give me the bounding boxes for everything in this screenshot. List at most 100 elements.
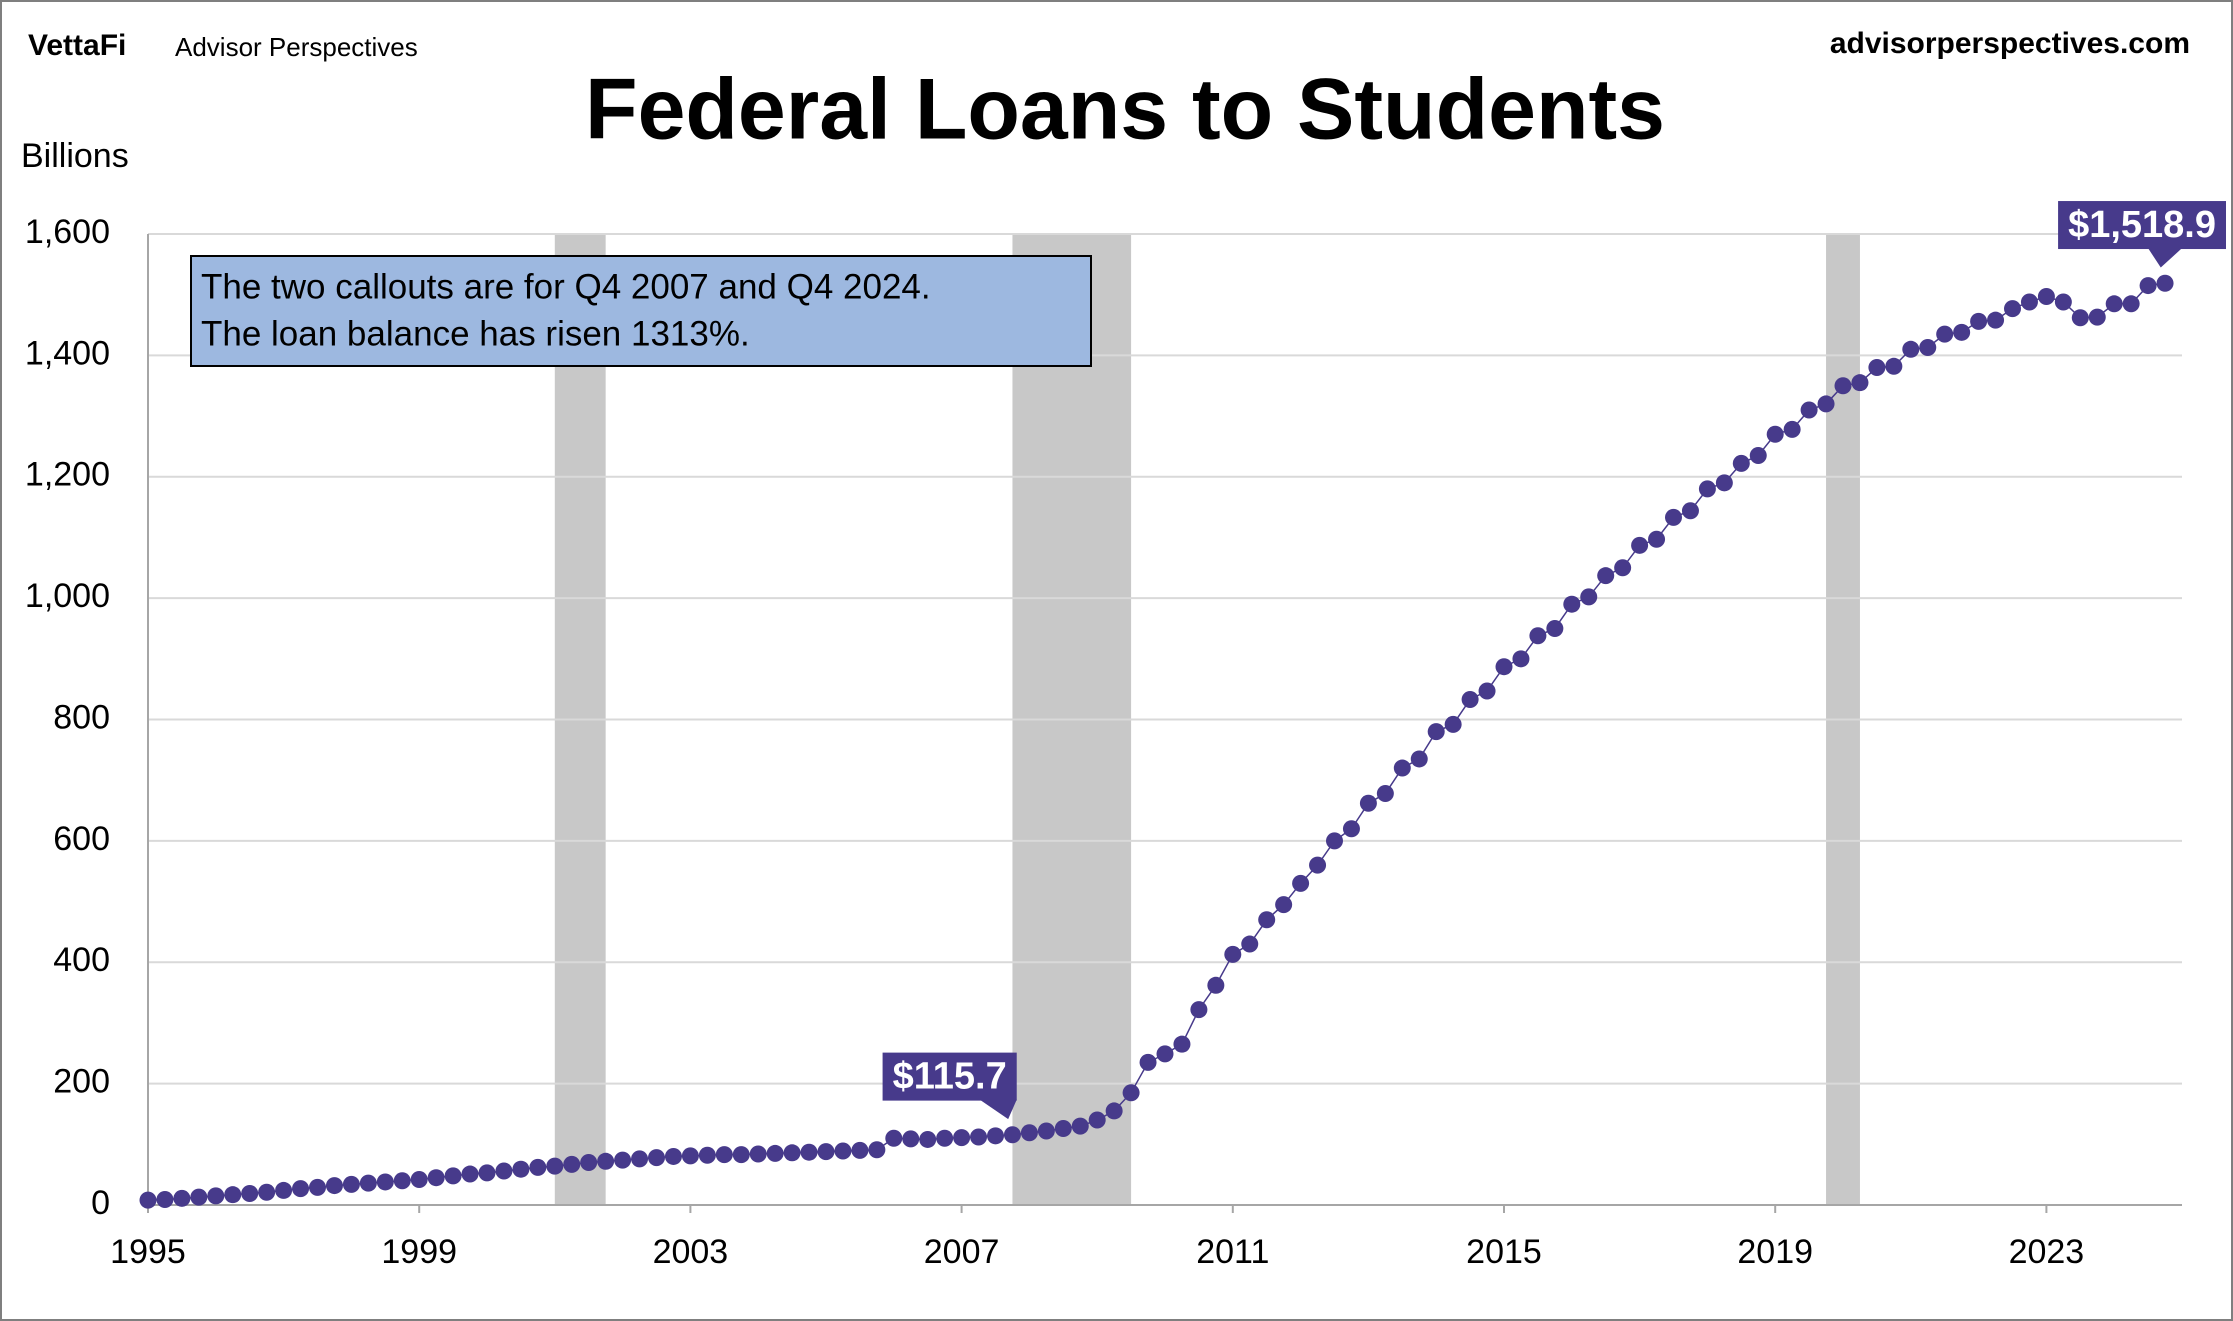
y-tick-label: 1,600 (25, 213, 110, 251)
data-point (1970, 312, 1988, 330)
annotation-box (190, 255, 1092, 367)
data-point (851, 1141, 869, 1159)
x-tick-label: 2015 (1466, 1233, 1542, 1271)
data-point (376, 1173, 394, 1191)
data-point (1868, 359, 1886, 377)
data-point (2156, 274, 2174, 292)
data-point (1376, 785, 1394, 803)
data-point (563, 1155, 581, 1173)
data-point (1563, 595, 1581, 613)
data-point (2071, 309, 2089, 327)
data-point (2004, 300, 2021, 318)
data-point (461, 1165, 479, 1183)
data-point (1546, 619, 1564, 637)
data-point (1173, 1035, 1191, 1053)
data-point (664, 1147, 682, 1165)
data-point (970, 1128, 988, 1146)
data-point (546, 1157, 564, 1175)
x-tick-label: 2011 (1196, 1233, 1269, 1271)
data-point (1902, 340, 1920, 358)
data-point (1953, 323, 1971, 341)
x-tick-label: 2019 (1737, 1233, 1813, 1271)
data-point (1054, 1120, 1072, 1138)
data-point (1800, 401, 1818, 419)
data-point (444, 1167, 462, 1185)
data-point (1444, 715, 1462, 733)
x-tick-label: 2007 (924, 1233, 1000, 1271)
data-point (1885, 357, 1903, 375)
data-point (1309, 856, 1327, 874)
data-point (241, 1184, 259, 1202)
data-point (987, 1127, 1004, 1145)
data-point (156, 1191, 174, 1209)
data-point (732, 1146, 750, 1164)
callout-box (882, 1052, 1017, 1101)
data-point (1681, 502, 1699, 520)
data-label: $1,518.9 (2068, 204, 2216, 246)
data-point (2088, 308, 2106, 326)
data-point (1512, 650, 1530, 668)
data-point (325, 1177, 343, 1195)
data-point (190, 1188, 208, 1206)
data-point (309, 1178, 326, 1196)
data-point (580, 1154, 598, 1172)
data-point (631, 1150, 649, 1168)
data-point (800, 1143, 818, 1161)
data-point (868, 1141, 886, 1159)
data-point (258, 1183, 276, 1201)
data-point (1614, 559, 1632, 577)
data-point (478, 1164, 496, 1182)
data-point (1156, 1045, 1174, 1063)
data-point (1292, 874, 1310, 892)
data-point (410, 1171, 428, 1189)
data-point (1529, 627, 1547, 645)
callout-pointer (979, 1099, 1017, 1120)
data-point (1020, 1124, 1038, 1142)
data-point (817, 1143, 835, 1161)
data-point (936, 1129, 954, 1147)
data-point (207, 1187, 225, 1205)
data-point (648, 1149, 665, 1167)
data-point (1715, 474, 1733, 492)
data-point (1665, 508, 1682, 526)
data-point (902, 1130, 920, 1148)
data-point (1105, 1102, 1123, 1120)
data-point (1851, 374, 1869, 392)
data-point (173, 1189, 191, 1207)
annotation-text: The two callouts are for Q4 2007 and Q4 … (201, 267, 931, 306)
data-point (1749, 447, 1767, 465)
data-point (919, 1130, 937, 1148)
publisher: Advisor Perspectives (175, 32, 418, 62)
data-point (1190, 1001, 1208, 1019)
data-point (1834, 377, 1852, 395)
data-point (427, 1169, 445, 1187)
data-point (342, 1175, 360, 1193)
y-tick-label: 1,000 (25, 577, 110, 615)
x-tick-label: 1999 (381, 1233, 457, 1271)
x-tick-label: 1995 (110, 1233, 186, 1271)
data-point (1936, 325, 1954, 343)
data-point (953, 1129, 971, 1147)
data-point (2122, 295, 2140, 313)
data-point (224, 1186, 242, 1204)
data-point (766, 1144, 784, 1162)
data-point (1139, 1053, 1157, 1071)
data-point (1410, 750, 1428, 768)
data-point (512, 1160, 530, 1178)
y-tick-label: 600 (53, 820, 110, 858)
brand: VettaFi (28, 29, 126, 62)
data-point (885, 1129, 903, 1147)
data-point (1207, 976, 1225, 994)
y-tick-label: 400 (53, 941, 110, 979)
data-point (749, 1145, 767, 1163)
data-point (1003, 1126, 1021, 1144)
data-point (597, 1152, 615, 1170)
data-point (1427, 723, 1445, 741)
x-tick-label: 2003 (653, 1233, 729, 1271)
website: advisorperspectives.com (1830, 27, 2190, 60)
y-tick-label: 0 (91, 1184, 110, 1222)
data-point (834, 1142, 852, 1160)
data-point (1597, 567, 1615, 585)
